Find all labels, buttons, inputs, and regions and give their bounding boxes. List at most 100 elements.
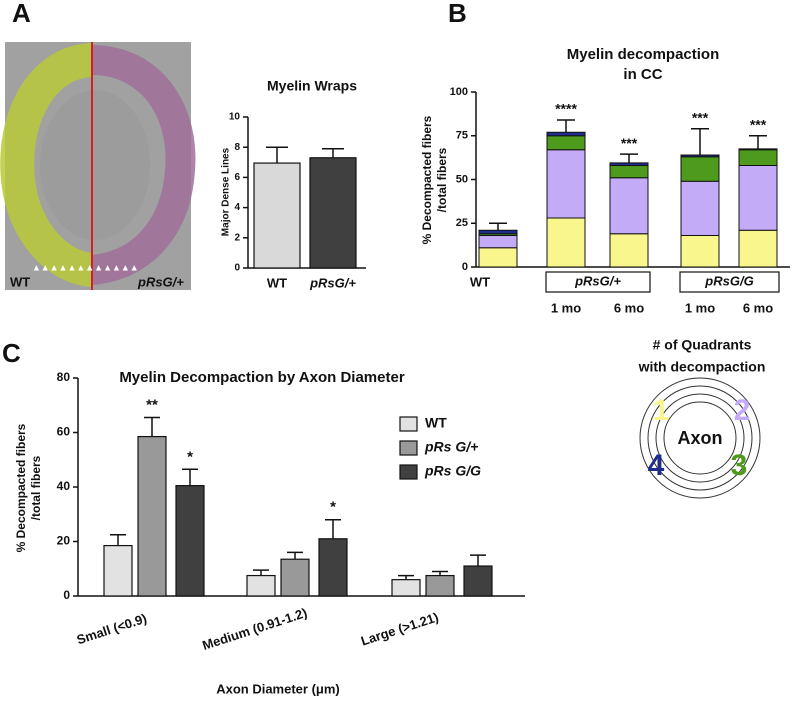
x-tick-label: 6 mo [743,300,773,315]
y-tick-label: 20 [57,534,71,548]
legend-swatch [399,416,418,432]
diagram-title: # of Quadrants [653,337,752,353]
ring [647,385,753,491]
y-tick-label: 2 [234,232,240,243]
y-tick-label: 6 [234,172,240,183]
bar-segment [680,180,720,236]
legend-label: pRs G/G [424,463,481,479]
bar [318,538,348,597]
y-tick-label: 0 [63,588,70,602]
y-tick-label: 75 [456,130,468,142]
bar-segment [680,235,720,268]
error-bar [322,147,344,158]
x-tick-label: WT [470,274,490,289]
y-tick-label: 60 [57,425,71,439]
legend-swatch [399,464,418,480]
image-label: pRsG/+ [137,274,184,289]
significance: *** [750,116,767,132]
ring [639,377,761,499]
significance: **** [555,101,577,117]
significance: ** [146,396,158,413]
legend-number: 1 [653,394,670,427]
wt-myelin [0,43,95,287]
legend-swatch [399,440,418,456]
x-tick-label: WT [267,275,287,290]
y-tick-label: 50 [456,173,468,185]
bar-segment [609,233,649,268]
bar-segment [680,154,720,158]
y-tick-label: 100 [450,86,468,98]
error-bar [557,119,575,133]
error-bar [489,222,507,231]
bar [280,558,310,597]
y-tick-label: 8 [234,142,240,153]
legend-label: WT [425,415,447,431]
y-tick-label: 40 [57,479,71,493]
chart-title: Myelin decompaction [567,46,720,63]
bar [463,565,493,597]
image-label: WT [10,274,30,289]
bar-segment [680,156,720,182]
significance: * [187,448,193,465]
bar [175,485,205,597]
legend-number: 3 [731,449,748,482]
y-axis-label: % Decompacted fibers [420,115,434,244]
panel-label: C [2,338,21,368]
y-tick-label: 4 [234,202,240,213]
bar [253,162,301,269]
bar-segment [546,149,586,219]
axon [40,90,150,240]
chart-title: Myelin Wraps [267,78,357,94]
bar [309,157,357,269]
x-axis-label: Axon Diameter (μm) [216,681,340,696]
bar-segment [609,165,649,179]
x-tick-label: Medium (0.91-1.2) [200,605,308,653]
bar [137,435,167,597]
y-tick-label: 0 [234,263,240,274]
x-tick-label: Large (>1.21) [359,609,440,648]
panel-label: B [448,0,467,28]
bar-segment [478,247,518,268]
bar-segment [546,131,586,137]
y-axis-label: Major Dense Lines [221,147,232,236]
panel-label: A [12,0,31,28]
error-bar [691,128,709,155]
bar-segment [609,177,649,235]
group-label: pRsG/G [704,273,753,288]
error-bar [620,153,638,163]
bar-segment [738,148,778,151]
significance: * [330,499,336,516]
error-bar [432,570,448,576]
bar-segment [546,135,586,151]
legend-label: pRs G/+ [424,439,478,455]
legend-number: 4 [648,449,665,482]
quadrant-rings [639,377,761,499]
error-bar [749,135,767,149]
error-bar [470,554,486,567]
micrograph: ▲▲▲▲▲▲▲ ▲▲▲▲▲▲ [0,42,196,290]
error-bar [266,146,288,164]
error-bar [325,518,341,539]
diagram-title: with decompaction [638,359,766,375]
y-axis-label: /total fibers [29,455,43,520]
y-tick-label: 10 [229,112,241,123]
y-tick-label: 25 [456,217,468,229]
arrowheads: ▲▲▲▲▲▲ [85,262,138,272]
x-tick-label: 1 mo [685,300,715,315]
bar-segment [478,229,518,235]
chart-title: in CC [623,66,662,83]
bar [391,579,421,597]
ring [663,401,737,475]
mutant-myelin [90,45,196,285]
y-axis-label: /total fibers [435,147,449,212]
error-bar [287,551,303,560]
significance: *** [692,109,709,125]
ring [655,393,745,483]
axon-label: Axon [678,428,723,448]
error-bar [182,468,198,486]
arrowheads: ▲▲▲▲▲▲▲ [32,262,94,272]
x-tick-label: 6 mo [614,300,644,315]
error-bar [144,416,160,437]
bar-segment [738,149,778,166]
bar-segment [546,217,586,268]
